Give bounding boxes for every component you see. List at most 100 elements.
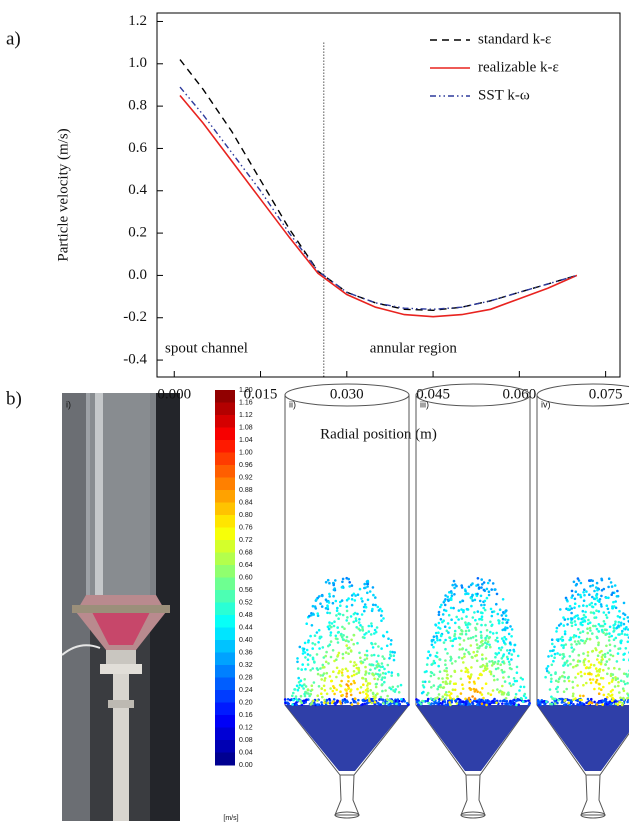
particle [374,630,378,634]
particle [496,678,499,681]
particle [332,624,336,628]
particle [449,606,453,610]
bed-particle [286,697,290,701]
particle [295,684,299,688]
particle [307,640,310,644]
particle [612,638,616,641]
particle [623,682,627,686]
particle [611,673,615,676]
particle [596,588,599,592]
particle [367,697,371,700]
particle [591,632,594,635]
particle [462,661,465,664]
bed-particle [393,702,396,705]
bed-particle [492,701,495,704]
particle [323,698,326,702]
particle [553,645,556,649]
particle [342,634,345,637]
particle [480,623,483,627]
particle [443,599,447,602]
particle [614,620,617,623]
particle [329,640,333,643]
particle [481,657,484,661]
bed-particle [461,700,465,704]
particle [436,687,440,691]
bed-particle [288,698,292,702]
particle [356,702,360,705]
particle [565,598,569,602]
particle [587,666,590,670]
particle [581,609,585,613]
particle [626,681,629,685]
particle [332,700,335,703]
particle [451,688,455,691]
particle [573,634,576,637]
particle [329,634,332,637]
particle [582,661,586,664]
panel-label: b) [6,388,22,409]
particle [391,650,394,654]
particle [477,586,481,589]
particle [524,696,528,700]
particle [382,702,385,705]
particle [573,640,577,643]
particle [429,674,433,678]
particle [600,589,604,592]
particle [481,583,484,586]
bed-particle [443,700,447,704]
particle [485,587,489,591]
particle [602,611,606,614]
particle [475,622,479,626]
particle [443,608,446,612]
particle [559,637,562,641]
particle [551,642,554,646]
colorbar-band [215,402,235,416]
particle [489,620,492,624]
particle [620,703,624,707]
particle [371,603,375,607]
particle [318,635,322,639]
particle [460,669,463,673]
particle [501,621,504,625]
particle [466,670,470,674]
particle [390,674,394,677]
particle [340,632,343,636]
nozzle-base [460,811,486,819]
particle [439,683,442,687]
bed-particle [476,703,479,706]
particle [376,662,380,666]
particle [431,662,435,665]
particle [504,637,508,641]
particle [464,589,467,593]
bed-particle [593,700,596,704]
particle [361,600,364,603]
bed-particle [475,700,479,703]
particle [353,681,356,685]
particle [513,679,517,683]
particle [370,654,374,657]
bed-particle [440,701,444,705]
particle [386,663,390,667]
particle [554,672,557,675]
particle [612,624,615,627]
particle [454,660,457,663]
particle [434,624,438,627]
particle [292,691,295,695]
particle [352,673,356,677]
cylinder-top [284,383,410,407]
particle [373,632,376,635]
y-tick-label: 1.0 [128,55,147,71]
colorbar-band [215,390,235,403]
particle [595,581,599,585]
particle [460,628,463,632]
particle [305,648,309,652]
particle [616,652,620,655]
particle [350,584,354,587]
particle [381,689,384,693]
particle [605,604,609,607]
particle [326,578,330,582]
particle [335,688,339,692]
particle [382,617,385,620]
particle [364,586,367,590]
particle [577,640,580,643]
